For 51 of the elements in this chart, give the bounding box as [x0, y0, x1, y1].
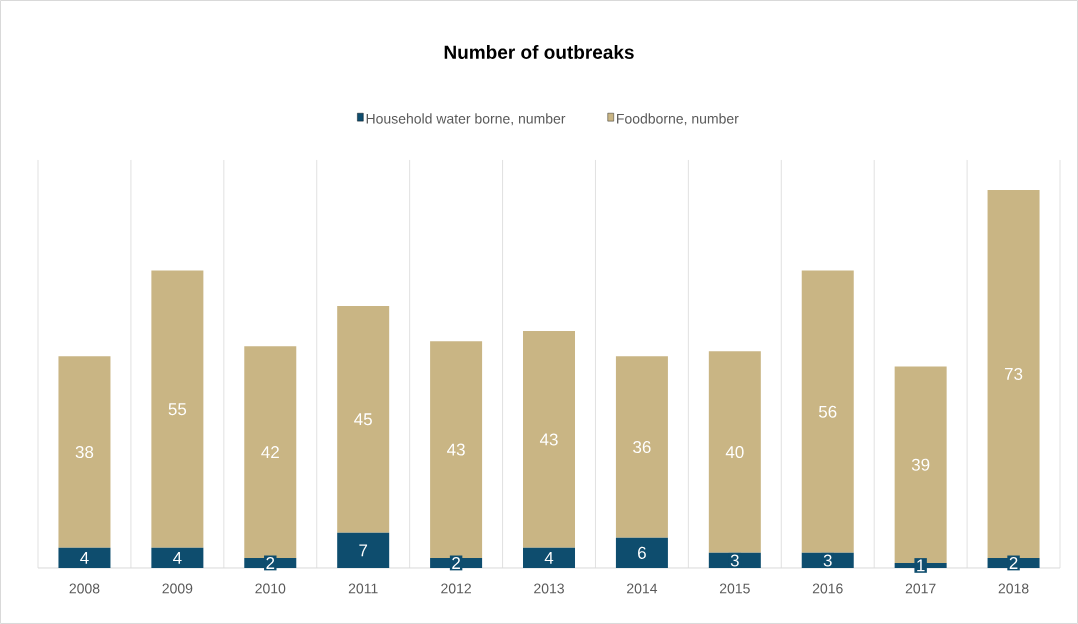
data-label: 3	[730, 554, 739, 567]
x-tick-label: 2017	[905, 583, 936, 594]
data-label: 42	[261, 446, 279, 458]
data-label: 7	[359, 544, 368, 557]
data-label: 2	[1009, 557, 1018, 569]
data-label: 4	[544, 552, 554, 564]
x-tick-label: 2012	[441, 583, 471, 594]
bar	[801, 270, 854, 553]
bar	[615, 537, 668, 568]
bar	[337, 532, 390, 568]
data-label: 73	[1004, 367, 1023, 380]
data-label: 6	[638, 546, 646, 559]
data-label: 55	[168, 403, 187, 416]
data-label: 45	[354, 413, 372, 426]
x-tick-label: 2015	[719, 583, 750, 594]
data-label: 40	[725, 446, 744, 459]
bar	[151, 270, 204, 548]
x-tick-label: 2009	[162, 583, 193, 594]
bar	[244, 346, 297, 558]
bar	[987, 189, 1040, 558]
data-label: 2	[452, 557, 460, 569]
data-label: 38	[75, 446, 94, 459]
data-label: 1	[917, 559, 925, 572]
bar	[58, 547, 111, 568]
data-label: 4	[173, 552, 182, 564]
x-tick-label: 2016	[812, 583, 843, 594]
data-label: 2	[266, 557, 275, 569]
x-tick-label: 2008	[69, 583, 100, 594]
data-label: 43	[539, 433, 558, 446]
chart-title: Number of outbreaks	[444, 45, 634, 59]
legend-label: Foodborne, number	[617, 113, 739, 126]
bar	[58, 356, 111, 548]
x-tick-label: 2014	[627, 583, 658, 594]
data-label: 3	[823, 554, 832, 567]
data-label: 43	[447, 443, 465, 456]
bar	[708, 351, 761, 553]
bar	[430, 341, 483, 558]
bar	[615, 356, 668, 538]
x-tick-label: 2018	[998, 583, 1029, 594]
bar	[337, 305, 390, 533]
bar	[523, 547, 576, 568]
bar	[151, 547, 204, 568]
x-tick-label: 2013	[534, 583, 564, 594]
data-label: 4	[80, 552, 89, 564]
x-tick-label: 2011	[348, 583, 378, 594]
data-label: 36	[633, 441, 651, 454]
data-label: 56	[818, 405, 837, 418]
bar	[523, 331, 576, 548]
legend-label: Household water borne, number	[366, 113, 566, 126]
x-tick-label: 2010	[255, 583, 286, 594]
data-label: 39	[911, 458, 930, 471]
